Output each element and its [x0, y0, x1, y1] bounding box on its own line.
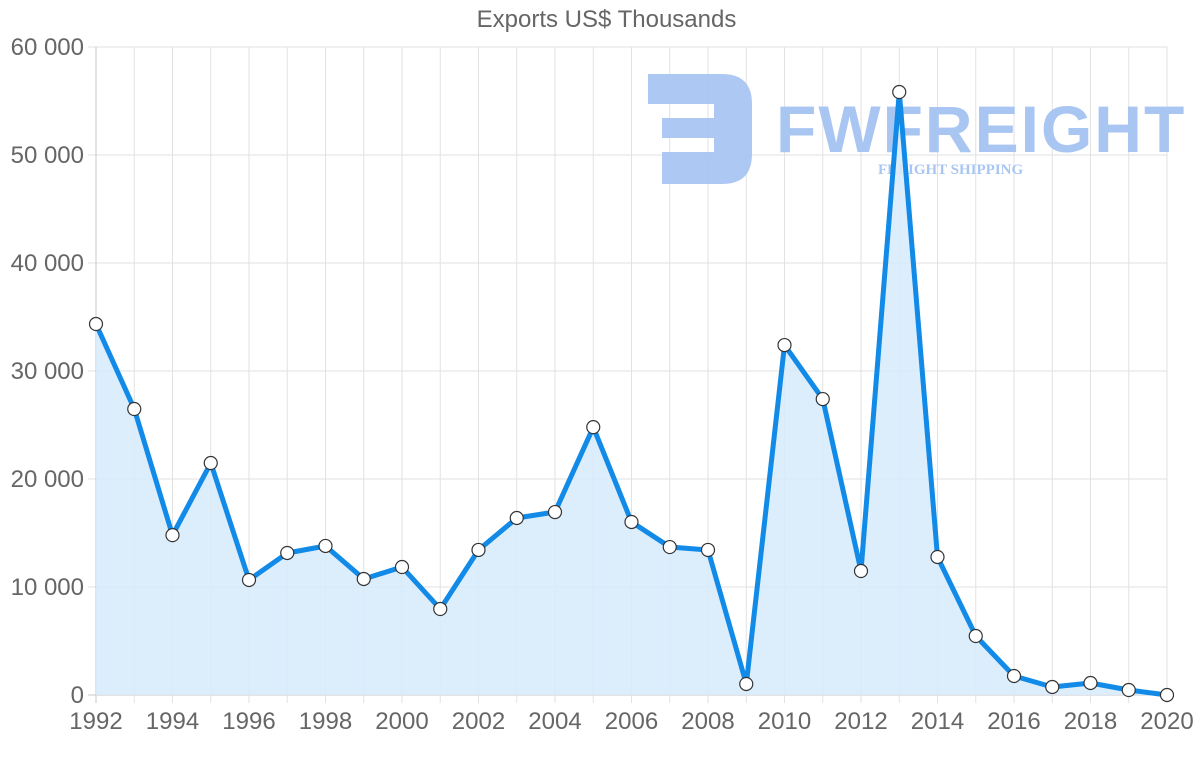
data-point[interactable]	[1121, 682, 1136, 698]
x-tick-label: 1992	[69, 708, 122, 735]
x-axis-labels: 1992 1994 1996 1998 2000 2002 2004 2006 2008 2010…	[69, 708, 1193, 735]
data-point[interactable]	[968, 628, 983, 644]
watermark-logo: FWFREIGHT FREIGHT SHIPPING	[648, 74, 1186, 184]
data-point[interactable]	[586, 420, 601, 435]
x-tick-label: 1996	[222, 708, 275, 735]
chart-title: Exports US$ Thousands	[476, 6, 737, 33]
x-tick-label: 2004	[528, 708, 581, 735]
data-point[interactable]	[471, 542, 486, 558]
data-point[interactable]	[777, 337, 792, 353]
data-point[interactable]	[280, 545, 295, 561]
data-point[interactable]	[930, 549, 945, 565]
x-tick-label: 2008	[681, 708, 734, 735]
logo-mark-icon	[648, 74, 752, 184]
data-point[interactable]	[547, 504, 563, 520]
data-point[interactable]	[165, 528, 180, 543]
data-point[interactable]	[88, 316, 104, 332]
data-point[interactable]	[127, 401, 142, 417]
data-point[interactable]	[700, 542, 716, 558]
data-point[interactable]	[892, 84, 907, 100]
data-point[interactable]	[1045, 679, 1060, 695]
y-axis-labels: 0 10 000 20 000 30 000 40 000 50 000 60 000	[11, 34, 84, 709]
data-point[interactable]	[815, 391, 830, 407]
y-tick-label: 30 000	[11, 358, 84, 385]
data-point[interactable]	[739, 676, 754, 692]
y-tick-label: 20 000	[11, 466, 84, 493]
x-tick-label: 2020	[1140, 708, 1193, 735]
y-tick-label: 50 000	[11, 142, 84, 169]
x-tick-label: 1998	[299, 708, 352, 735]
x-tick-label: 2012	[834, 708, 887, 735]
data-point[interactable]	[241, 572, 257, 588]
data-point[interactable]	[624, 514, 639, 530]
data-point[interactable]	[356, 571, 371, 587]
x-tick-label: 2000	[375, 708, 428, 735]
y-tick-label: 10 000	[11, 574, 84, 601]
watermark-brand: FWFREIGHT	[776, 92, 1186, 166]
y-tick-label: 60 000	[11, 34, 84, 61]
x-tick-label: 2010	[758, 708, 811, 735]
data-point[interactable]	[662, 539, 677, 555]
data-point[interactable]	[509, 510, 524, 526]
x-tick-label: 2016	[987, 708, 1040, 735]
x-tick-label: 2014	[911, 708, 964, 735]
area-fill	[96, 92, 1167, 695]
y-tick-label: 0	[71, 682, 84, 709]
data-point[interactable]	[433, 601, 448, 617]
x-tick-label: 2006	[605, 708, 658, 735]
y-tick-label: 40 000	[11, 250, 84, 277]
watermark-tagline: FREIGHT SHIPPING	[878, 162, 1023, 178]
data-point[interactable]	[1083, 675, 1098, 691]
x-tick-label: 2018	[1064, 708, 1117, 735]
data-points	[88, 84, 1175, 703]
x-tick-label: 2002	[452, 708, 505, 735]
data-point[interactable]	[203, 455, 218, 471]
data-point[interactable]	[318, 538, 333, 554]
data-point[interactable]	[853, 563, 869, 579]
x-tick-label: 1994	[146, 708, 199, 735]
data-point[interactable]	[394, 559, 410, 575]
data-point[interactable]	[1159, 687, 1175, 703]
data-point[interactable]	[1006, 668, 1022, 684]
